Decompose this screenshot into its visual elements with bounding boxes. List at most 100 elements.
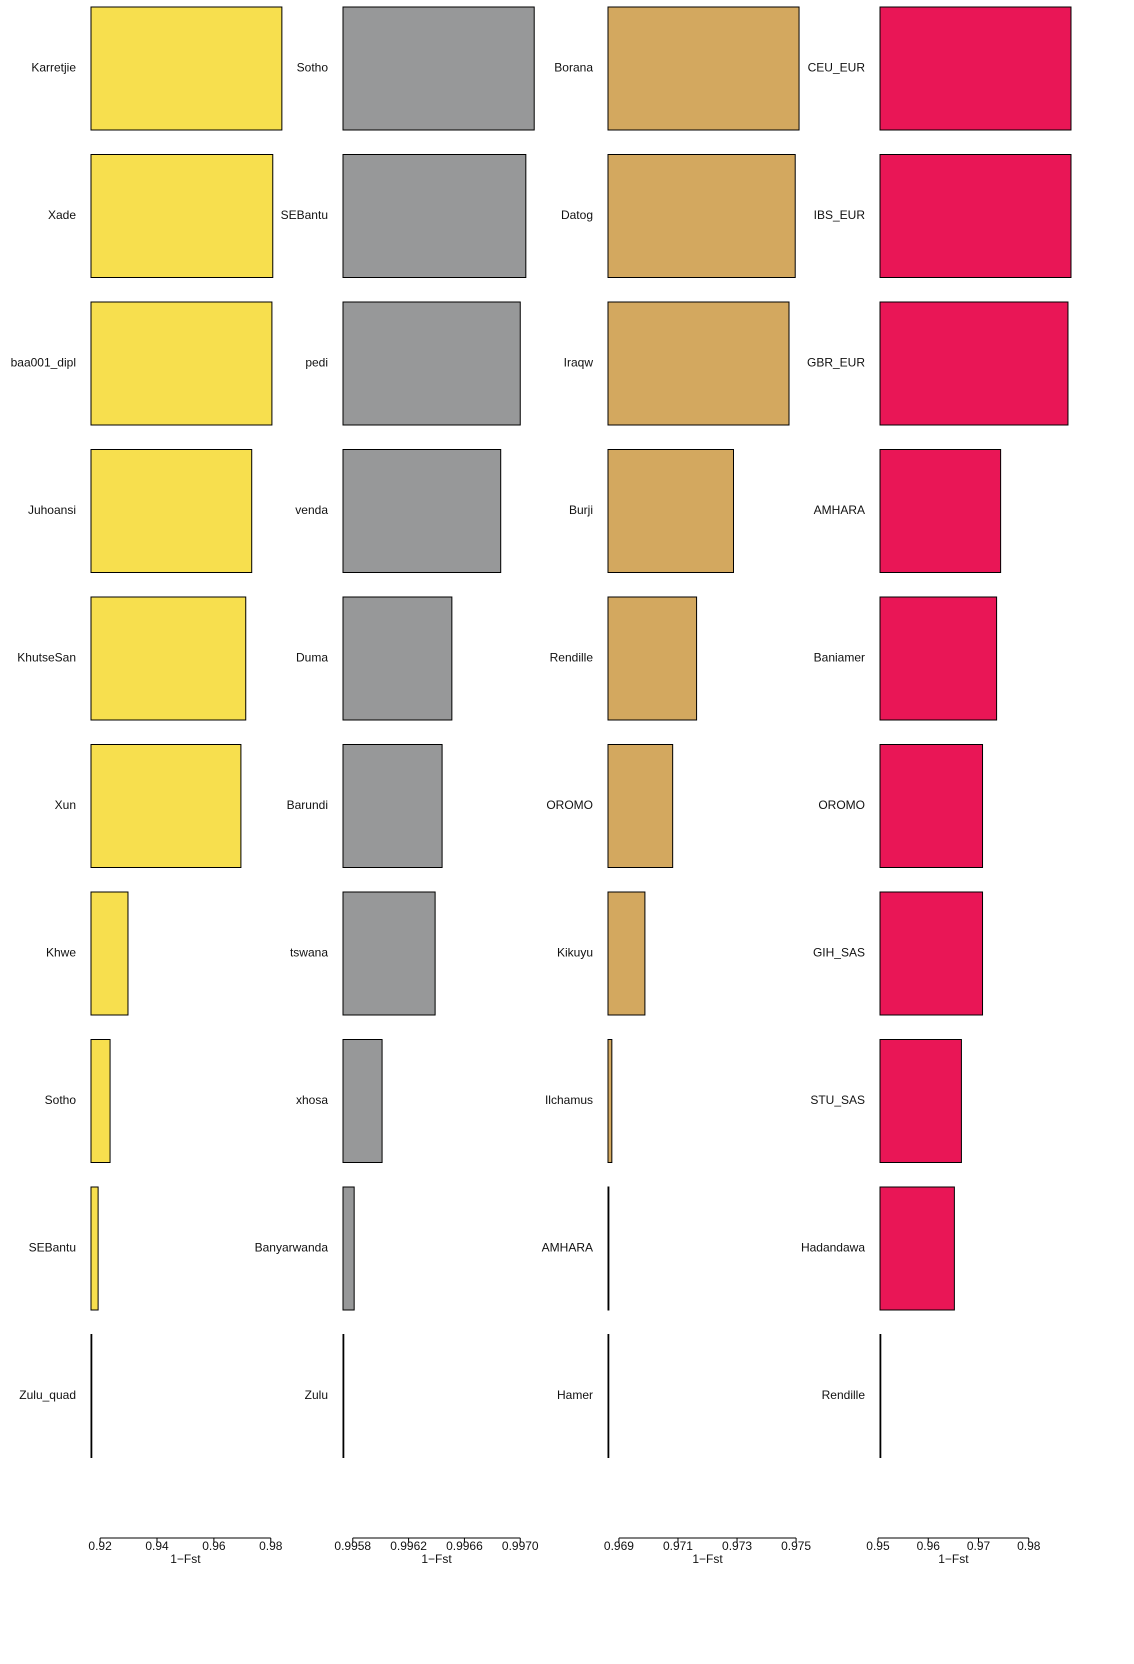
bar — [342, 891, 436, 1016]
x-tick-label: 0.92 — [88, 1539, 112, 1553]
category-label: baa001_dipl — [11, 356, 76, 370]
bar — [879, 891, 984, 1016]
x-tick-label: 0.969 — [604, 1539, 634, 1553]
category-label: AMHARA — [814, 503, 865, 517]
category-label: Duma — [296, 651, 328, 665]
bar — [90, 154, 274, 278]
category-label: Ilchamus — [545, 1093, 593, 1107]
category-label: Datog — [561, 208, 593, 222]
category-label: OROMO — [546, 798, 593, 812]
x-axis-title: 1−Fst — [692, 1552, 723, 1566]
x-tick-label: 0.98 — [1017, 1539, 1041, 1553]
category-label: AMHARA — [542, 1241, 593, 1255]
bar — [879, 449, 1002, 573]
bar — [90, 891, 129, 1016]
x-tick-label: 0.9962 — [390, 1539, 427, 1553]
bar — [879, 6, 1072, 131]
bar — [342, 449, 502, 573]
category-label: Hadandawa — [801, 1241, 865, 1255]
category-label: Iraqw — [564, 356, 594, 370]
bar — [607, 154, 796, 278]
category-label: GBR_EUR — [807, 356, 865, 370]
x-tick-label: 0.96 — [917, 1539, 941, 1553]
category-label: Sotho — [297, 61, 329, 75]
bar — [607, 744, 674, 868]
category-label: Sotho — [45, 1093, 77, 1107]
category-label: Karretjie — [31, 61, 76, 75]
bar — [342, 596, 453, 721]
category-label: SEBantu — [29, 1241, 76, 1255]
category-label: GIH_SAS — [813, 946, 865, 960]
bar — [342, 154, 527, 278]
category-label: Hamer — [557, 1388, 593, 1402]
bar — [90, 744, 242, 868]
category-label: Xade — [48, 208, 76, 222]
category-label: OROMO — [818, 798, 865, 812]
category-label: Borana — [554, 61, 593, 75]
bar — [879, 596, 998, 721]
bar — [607, 1039, 613, 1163]
category-label: tswana — [290, 946, 328, 960]
x-axis-title: 1−Fst — [421, 1552, 452, 1566]
bar — [607, 6, 800, 131]
bar — [90, 596, 247, 721]
bar — [90, 301, 273, 426]
category-label: Rendille — [550, 651, 594, 665]
category-label: KhutseSan — [17, 651, 76, 665]
category-label: Barundi — [287, 798, 328, 812]
category-label: xhosa — [296, 1093, 328, 1107]
bar — [879, 1039, 962, 1163]
category-label: Rendille — [822, 1388, 866, 1402]
bar — [879, 301, 1069, 426]
bar — [90, 1186, 99, 1311]
bar — [90, 1334, 93, 1458]
x-tick-label: 0.94 — [145, 1539, 169, 1553]
bar — [607, 449, 734, 573]
category-label: CEU_EUR — [808, 61, 866, 75]
x-tick-label: 0.95 — [866, 1539, 890, 1553]
category-label: Xun — [55, 798, 76, 812]
bar — [607, 1334, 610, 1458]
bar — [607, 891, 646, 1016]
bar — [607, 1186, 610, 1311]
bar — [879, 1186, 955, 1311]
category-label: pedi — [305, 356, 328, 370]
bar — [342, 1334, 345, 1458]
bar — [607, 596, 698, 721]
category-label: Zulu — [305, 1388, 328, 1402]
x-axis-title: 1−Fst — [170, 1552, 201, 1566]
bar — [90, 6, 283, 131]
bar — [607, 301, 790, 426]
x-tick-label: 0.97 — [967, 1539, 991, 1553]
category-label: Burji — [569, 503, 593, 517]
x-axis-title: 1−Fst — [938, 1552, 969, 1566]
category-label: Banyarwanda — [255, 1241, 329, 1255]
category-label: Baniamer — [814, 651, 865, 665]
x-tick-label: 0.9958 — [334, 1539, 371, 1553]
bar — [879, 1334, 882, 1458]
category-label: Kikuyu — [557, 946, 593, 960]
bar — [342, 301, 521, 426]
x-tick-label: 0.98 — [259, 1539, 283, 1553]
category-label: SEBantu — [281, 208, 328, 222]
category-label: IBS_EUR — [814, 208, 866, 222]
category-label: Khwe — [46, 946, 76, 960]
bar — [879, 154, 1072, 278]
category-label: venda — [295, 503, 328, 517]
bar — [342, 1186, 355, 1311]
bar — [90, 1039, 111, 1163]
x-tick-label: 0.971 — [663, 1539, 693, 1553]
bar — [342, 1039, 383, 1163]
category-label: Zulu_quad — [19, 1388, 76, 1402]
bar — [342, 744, 443, 868]
category-label: Juhoansi — [28, 503, 76, 517]
x-tick-label: 0.973 — [722, 1539, 752, 1553]
bar — [342, 6, 535, 131]
x-tick-label: 0.96 — [202, 1539, 226, 1553]
category-label: STU_SAS — [810, 1093, 865, 1107]
x-tick-label: 0.975 — [781, 1539, 811, 1553]
x-tick-label: 0.9970 — [502, 1539, 539, 1553]
x-tick-label: 0.9966 — [446, 1539, 483, 1553]
bar — [90, 449, 253, 573]
